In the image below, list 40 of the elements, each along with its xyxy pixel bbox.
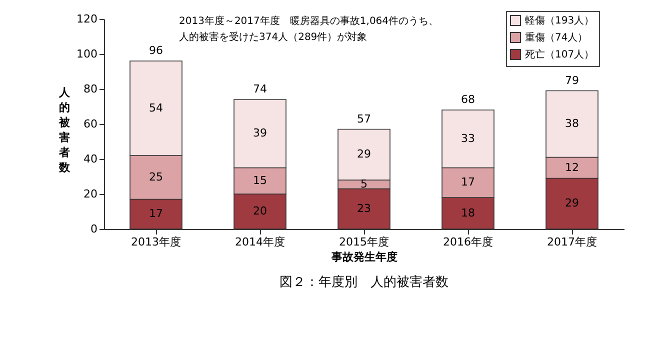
data-label: 18 [461,206,475,220]
data-label: 38 [565,117,579,130]
legend-label: 重傷（74人） [525,32,588,44]
total-label: 57 [357,112,371,126]
y-tick-label: 60 [84,118,98,130]
y-tick-label: 40 [84,152,98,166]
data-label: 17 [149,207,163,220]
y-axis-title: 人的被害者数 [58,86,71,174]
data-label: 17 [461,176,475,189]
data-label: 33 [461,132,475,145]
data-label: 5 [360,177,368,190]
y-tick-label: 120 [76,12,98,26]
x-tick-label: 2017年度 [547,236,597,248]
data-label: 15 [253,174,267,187]
data-label: 29 [565,196,579,210]
y-tick-label: 20 [84,188,98,200]
legend-label: 死亡（107人） [525,48,594,60]
text: 図２：年度別 人的被害者数 [280,274,448,290]
legend-label: 軽傷（193人） [525,14,594,26]
data-label: 12 [565,160,579,174]
y-tick-label: 100 [76,48,98,60]
x-tick-label: 2014年度 [235,236,285,248]
total-label: 74 [253,82,267,96]
data-label: 39 [253,126,267,140]
x-axis-title: 事故発生年度 [330,250,398,264]
total-label: 68 [461,93,475,106]
data-label: 20 [253,204,267,218]
total-label: 79 [565,74,579,87]
data-label: 54 [149,101,163,114]
x-tick-label: 2016年度 [443,236,493,248]
annotation: 2013年度～2017年度 暖房器具の事故1,064件のうち、 [179,15,439,27]
x-tick-label: 2015年度 [339,236,389,248]
y-tick-label: 0 [90,222,98,236]
y-tick-label: 80 [84,82,98,96]
data-label: 29 [357,148,371,161]
data-label: 25 [149,170,163,184]
x-tick-label: 2013年度 [131,236,181,248]
total-label: 96 [149,44,163,57]
data-label: 23 [357,202,371,215]
annotation: 人的被害を受けた374人（289件）が対象 [179,31,368,43]
